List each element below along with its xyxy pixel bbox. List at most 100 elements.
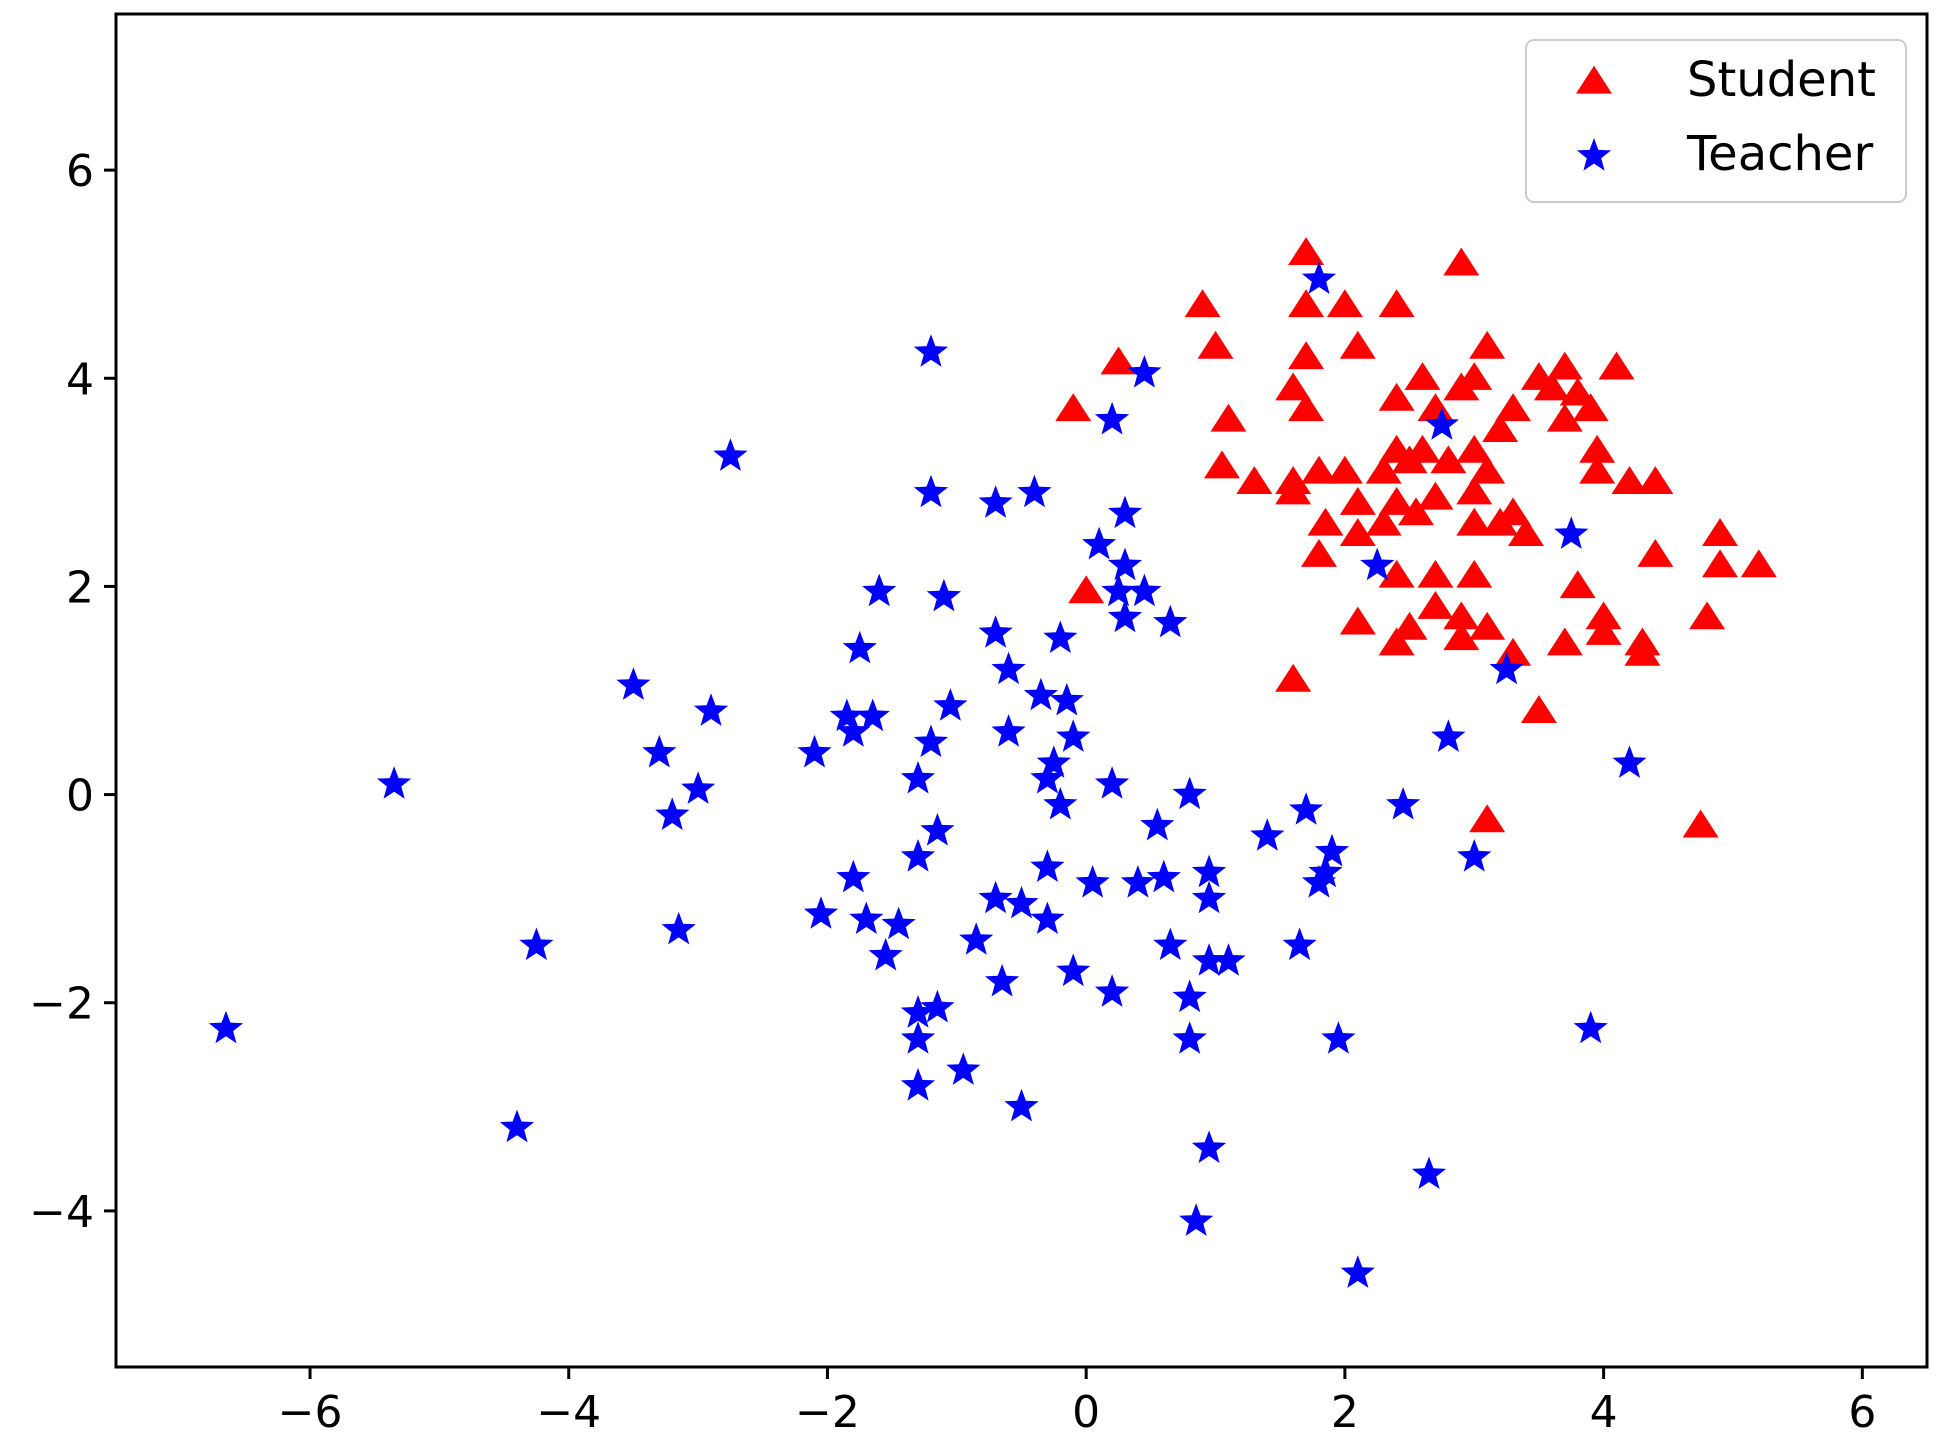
student-point <box>1443 247 1480 276</box>
teacher-point <box>933 688 968 721</box>
student-point <box>1456 507 1493 536</box>
x-tick-label: −2 <box>795 1387 860 1438</box>
teacher-point <box>926 578 961 612</box>
student-point <box>1456 434 1493 463</box>
teacher-point <box>1043 787 1078 820</box>
teacher-point <box>1043 620 1078 653</box>
student-point <box>1507 518 1544 547</box>
student-point <box>1456 476 1493 505</box>
student-point <box>1417 481 1454 510</box>
marks-layer <box>208 237 1777 1288</box>
teacher-point <box>1301 865 1337 898</box>
teacher-point <box>1082 526 1117 560</box>
plot-border <box>114 12 1929 1369</box>
teacher-point <box>1030 761 1065 794</box>
x-tick-label: −6 <box>278 1387 343 1438</box>
teacher-point <box>978 880 1013 914</box>
teacher-point <box>868 937 903 971</box>
student-point <box>1637 539 1674 567</box>
student-point <box>1339 486 1376 515</box>
student-point <box>1533 372 1570 401</box>
teacher-point <box>1179 1203 1214 1236</box>
student-point <box>1391 445 1428 474</box>
teacher-point <box>855 698 890 732</box>
student-point <box>1204 450 1241 479</box>
student-point <box>1482 414 1519 442</box>
teacher-point <box>1321 1021 1356 1054</box>
y-tick-label: −2 <box>29 979 94 1030</box>
teacher-point <box>1107 547 1143 581</box>
teacher-point <box>1146 859 1181 893</box>
teacher-point <box>1056 719 1091 752</box>
student-point <box>1520 695 1557 723</box>
teacher-point <box>1191 854 1227 888</box>
teacher-point <box>1308 854 1343 888</box>
student-point <box>1068 575 1105 604</box>
student-point <box>1339 606 1376 635</box>
teacher-point <box>208 1010 244 1044</box>
teacher-point <box>661 911 696 945</box>
legend-marker-student <box>1576 65 1612 94</box>
teacher-point <box>1301 261 1337 294</box>
teacher-point <box>1120 865 1155 898</box>
teacher-point <box>1004 1088 1039 1122</box>
teacher-point <box>985 963 1020 997</box>
teacher-point <box>1094 974 1130 1007</box>
student-point <box>1559 377 1596 406</box>
student-point <box>1702 549 1739 578</box>
teacher-point <box>913 724 949 758</box>
teacher-point <box>1340 1255 1375 1288</box>
teacher-point <box>1030 901 1065 934</box>
student-point <box>1275 476 1312 505</box>
teacher-point <box>959 922 994 955</box>
teacher-point <box>519 927 554 961</box>
y-tick-label: 4 <box>66 354 94 405</box>
teacher-point <box>900 839 936 872</box>
x-tick-label: 6 <box>1848 1387 1876 1438</box>
teacher-point <box>862 573 897 607</box>
student-point <box>1288 289 1325 318</box>
teacher-point <box>991 651 1026 685</box>
student-point <box>1404 362 1441 390</box>
student-point <box>1443 601 1480 630</box>
student-point <box>1482 507 1519 536</box>
teacher-point <box>881 906 916 940</box>
star-icon <box>1576 138 1612 171</box>
series-student <box>1055 237 1777 838</box>
teacher-point <box>1107 599 1143 633</box>
student-point <box>1339 518 1376 547</box>
teacher-point <box>1056 953 1091 987</box>
student-point <box>1611 466 1648 495</box>
student-point <box>1288 393 1325 422</box>
y-tick-label: 6 <box>66 146 94 197</box>
student-point <box>1301 455 1338 484</box>
teacher-point <box>1386 787 1421 820</box>
student-point <box>1598 351 1635 380</box>
teacher-point <box>1153 604 1188 638</box>
student-point <box>1378 382 1415 411</box>
series-teacher <box>208 261 1647 1288</box>
student-point <box>1702 518 1739 547</box>
student-point <box>1417 559 1454 588</box>
teacher-point <box>900 761 936 794</box>
legend-box <box>1525 39 1907 203</box>
teacher-point <box>1075 865 1110 898</box>
student-point <box>1682 809 1719 838</box>
plot-area <box>116 14 1927 1367</box>
student-point <box>1326 289 1363 318</box>
teacher-point <box>1036 745 1071 778</box>
student-point <box>1378 627 1415 656</box>
teacher-point <box>1094 766 1130 799</box>
teacher-point <box>1004 885 1039 919</box>
teacher-point <box>713 438 748 471</box>
teacher-point <box>1211 943 1246 976</box>
y-tick-label: 2 <box>66 562 94 613</box>
student-point <box>1546 627 1583 656</box>
student-point <box>1495 393 1532 422</box>
teacher-point <box>913 474 949 508</box>
student-point <box>1307 507 1344 536</box>
student-point <box>1689 601 1726 630</box>
student-point <box>1469 611 1506 640</box>
teacher-point <box>978 485 1013 518</box>
